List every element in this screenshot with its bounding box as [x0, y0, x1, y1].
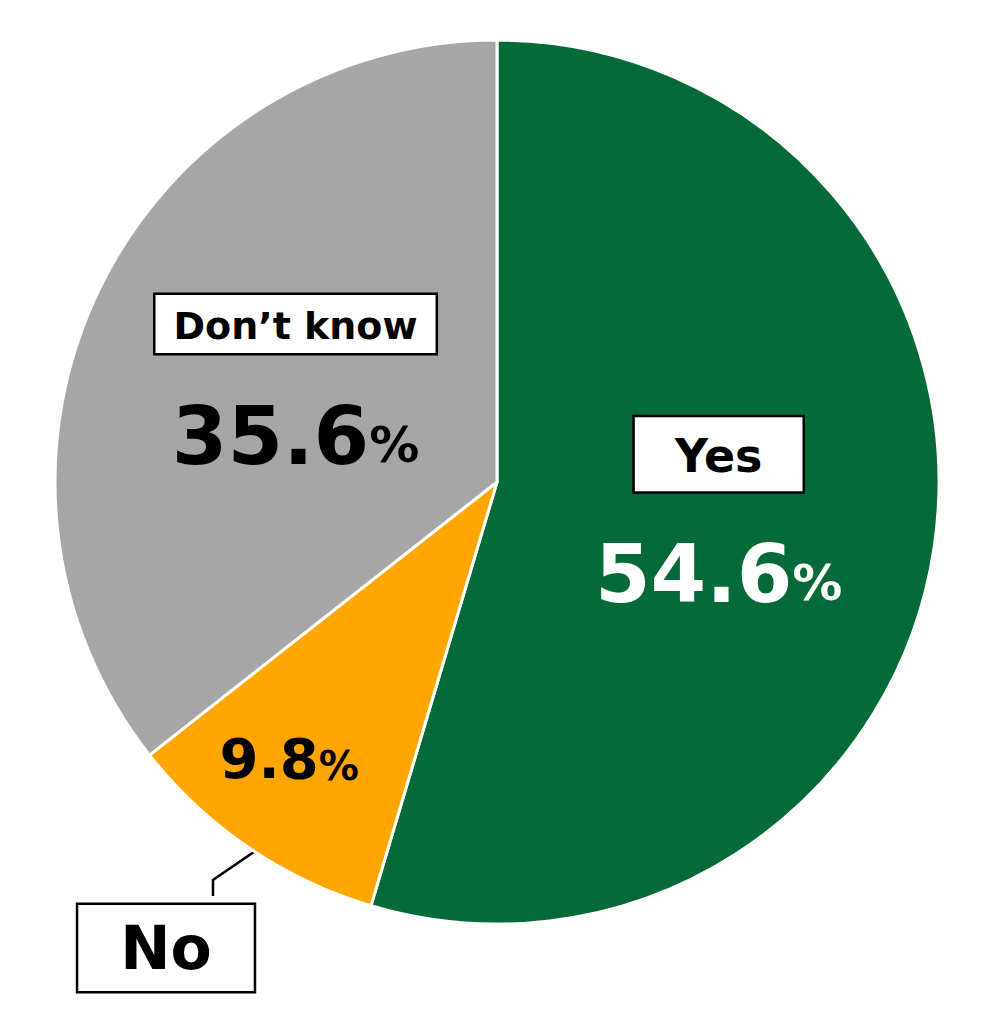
svg-text:Don’t know: Don’t know: [173, 304, 417, 348]
svg-text:%: %: [319, 743, 359, 789]
svg-text:Yes: Yes: [674, 429, 763, 483]
svg-text:9.8: 9.8: [220, 726, 319, 791]
svg-text:%: %: [369, 416, 419, 474]
svg-text:%: %: [792, 554, 842, 612]
svg-text:No: No: [120, 913, 211, 983]
svg-text:54.6: 54.6: [595, 528, 792, 621]
svg-text:35.6: 35.6: [172, 390, 369, 483]
